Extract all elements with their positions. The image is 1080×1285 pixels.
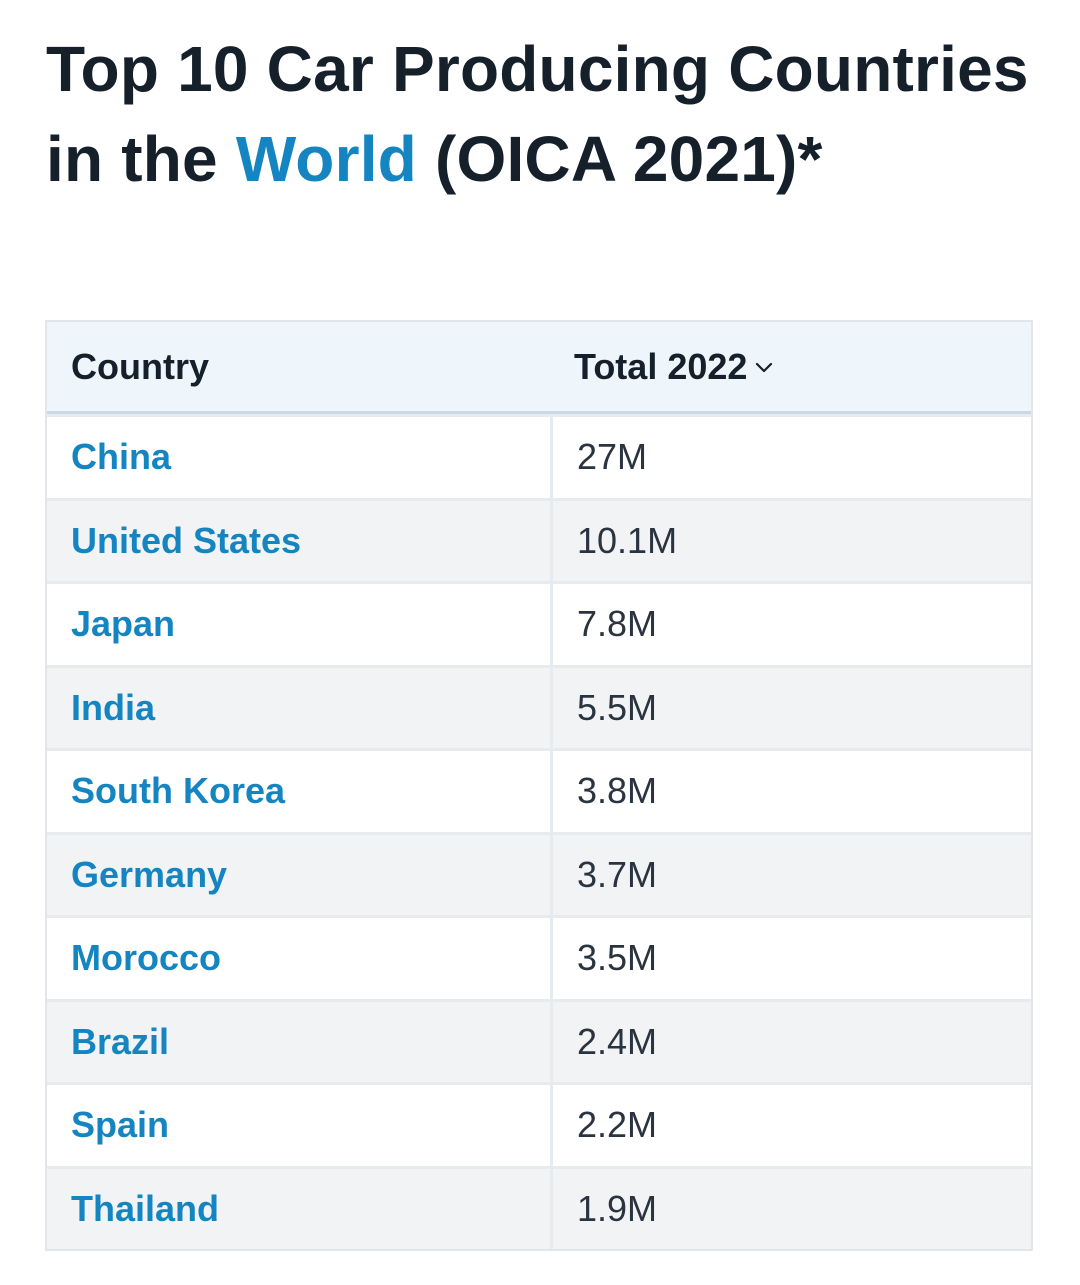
total-value: 3.8M (553, 751, 1031, 832)
country-link[interactable]: Spain (47, 1085, 550, 1166)
title-text-start: Top 10 Car Producing Countries in the (46, 33, 1029, 195)
table-row: Morocco 3.5M (47, 918, 1031, 999)
column-header-total-label: Total 2022 (574, 345, 748, 387)
table-row: United States 10.1M (47, 500, 1031, 581)
country-link[interactable]: Morocco (47, 918, 550, 999)
total-value: 2.2M (553, 1085, 1031, 1166)
table-row: Brazil 2.4M (47, 1001, 1031, 1082)
country-link[interactable]: Brazil (47, 1001, 550, 1082)
table-row: Spain 2.2M (47, 1085, 1031, 1166)
total-value: 27M (553, 417, 1031, 498)
total-value: 7.8M (553, 584, 1031, 665)
country-link[interactable]: China (47, 417, 550, 498)
country-link[interactable]: Germany (47, 834, 550, 915)
column-header-country[interactable]: Country (71, 345, 209, 387)
country-link[interactable]: India (47, 667, 550, 748)
countries-table: Country Total 2022 China 27M United Stat… (45, 320, 1033, 1251)
table-row: China 27M (47, 417, 1031, 498)
country-link[interactable]: Japan (47, 584, 550, 665)
column-header-total-2022[interactable]: Total 2022 (550, 322, 1031, 411)
table-row: India 5.5M (47, 667, 1031, 748)
chevron-down-icon (756, 362, 773, 372)
country-link[interactable]: South Korea (47, 751, 550, 832)
world-link[interactable]: World (235, 123, 417, 195)
total-value: 5.5M (553, 667, 1031, 748)
total-value: 10.1M (553, 500, 1031, 581)
table-row: South Korea 3.8M (47, 751, 1031, 832)
total-value: 2.4M (553, 1001, 1031, 1082)
table-header: Country Total 2022 (47, 322, 1031, 414)
table-row: Japan 7.8M (47, 584, 1031, 665)
total-value: 3.7M (553, 834, 1031, 915)
total-value: 3.5M (553, 918, 1031, 999)
page-title: Top 10 Car Producing Countries in the Wo… (46, 24, 1046, 204)
table-row: Germany 3.7M (47, 834, 1031, 915)
country-link[interactable]: United States (47, 500, 550, 581)
country-link[interactable]: Thailand (47, 1168, 550, 1249)
table-row: Thailand 1.9M (47, 1168, 1031, 1249)
total-value: 1.9M (553, 1168, 1031, 1249)
title-text-end: (OICA 2021)* (416, 123, 823, 195)
